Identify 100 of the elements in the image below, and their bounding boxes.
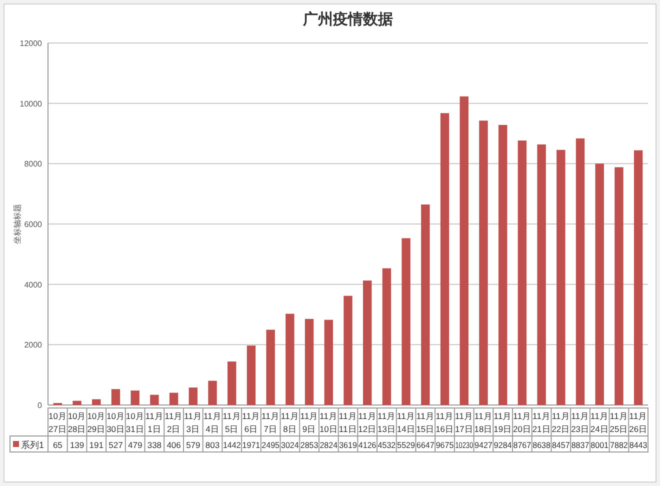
data-label: 1971: [242, 440, 262, 450]
bar: [72, 400, 82, 405]
x-tick-label: 11月5日: [222, 411, 242, 434]
data-label: 527: [108, 440, 124, 450]
x-tick-label: 11月18日: [474, 411, 493, 434]
data-label: 8001: [590, 440, 610, 450]
bar: [498, 124, 508, 405]
chart-title: 广州疫情数据: [302, 10, 393, 28]
bar: [556, 150, 566, 405]
x-tick-label: 11月17日: [454, 411, 474, 434]
data-label: 8443: [629, 440, 648, 450]
data-label: 4532: [378, 440, 397, 450]
y-tick-label: 2000: [24, 340, 43, 350]
y-tick-label: 4000: [24, 280, 43, 290]
data-label: 1442: [222, 440, 242, 450]
data-label: 406: [166, 440, 182, 450]
data-label: 803: [205, 440, 220, 450]
y-tick-label: 12000: [20, 39, 43, 48]
bar: [479, 120, 488, 405]
bar: [518, 140, 527, 405]
x-tick-label: 11月26日: [629, 411, 648, 434]
x-tick-label: 11月25日: [610, 411, 628, 434]
data-label: 2495: [262, 440, 281, 450]
data-label: 4126: [358, 440, 378, 450]
y-tick-label: 6000: [24, 220, 43, 229]
x-tick-label: 11月21日: [532, 411, 551, 434]
x-tick-label: 11月24日: [590, 411, 609, 434]
x-tick-label: 11月23日: [571, 411, 590, 434]
bar: [634, 150, 643, 405]
legend-label: 系列1: [21, 440, 44, 450]
x-tick-label: 11月6日: [242, 411, 260, 434]
data-label: 8767: [513, 440, 532, 450]
data-label: 9675: [436, 440, 455, 450]
x-tick-label: 10月31日: [126, 411, 144, 434]
data-label: 9284: [494, 440, 513, 450]
x-tick-label: 11月13日: [378, 411, 396, 434]
y-tick-label: 10000: [20, 99, 43, 108]
data-label: 139: [70, 440, 84, 450]
x-tick-label: 11月22日: [552, 411, 570, 434]
bar: [363, 280, 372, 405]
x-tick-label: 11月15日: [416, 411, 435, 434]
data-label: 191: [89, 440, 104, 450]
data-label: 3024: [281, 440, 300, 450]
y-axis-title: 坐标轴标题: [13, 204, 22, 244]
y-tick-label: 0: [38, 401, 43, 410]
y-tick-label: 8000: [24, 160, 43, 169]
x-tick-label: 11月8日: [280, 411, 300, 434]
x-tick-label: 10月30日: [106, 411, 126, 434]
data-label: 479: [128, 440, 142, 450]
x-tick-label: 11月1日: [145, 411, 164, 434]
bar: [595, 164, 604, 405]
x-tick-label: 11月14日: [396, 411, 416, 434]
bar: [246, 346, 256, 405]
x-tick-label: 11月9日: [300, 411, 318, 434]
x-tick-label: 11月2日: [164, 411, 183, 434]
data-label: 2853: [300, 440, 320, 450]
bar: [266, 330, 275, 405]
bar: [188, 388, 198, 405]
data-label: 3619: [339, 440, 358, 450]
data-label: 7882: [610, 440, 629, 450]
data-label: 8638: [532, 440, 552, 450]
x-tick-label: 11月16日: [436, 411, 454, 434]
data-label: 579: [186, 440, 201, 450]
bar: [382, 268, 392, 405]
x-tick-label: 10月29日: [87, 411, 106, 434]
x-tick-label: 11月10日: [319, 411, 338, 434]
x-tick-label: 11月4日: [203, 411, 222, 434]
data-label: 8837: [571, 440, 590, 450]
bar: [460, 96, 468, 405]
bar: [92, 399, 101, 405]
bar: [208, 380, 217, 405]
x-tick-label: 11月3日: [184, 411, 202, 434]
data-label: 8457: [552, 440, 571, 450]
bar: [304, 318, 314, 405]
x-tick-label: 11月12日: [358, 411, 377, 434]
bar: [402, 238, 410, 405]
x-tick-label: 11月20日: [513, 411, 532, 434]
bar: [614, 167, 624, 405]
x-tick-label: 11月19日: [494, 411, 512, 434]
bar: [421, 204, 430, 405]
bar: [150, 394, 159, 405]
bar: [344, 296, 352, 405]
x-tick-label: 10月27日: [48, 411, 67, 434]
data-label: 338: [147, 440, 162, 450]
bar: [130, 390, 140, 405]
bar: [324, 320, 333, 405]
bar: [286, 314, 294, 405]
data-label: 9427: [474, 440, 494, 450]
data-label: 65: [52, 440, 63, 450]
bar: [111, 389, 120, 405]
data-label: 5529: [397, 440, 416, 450]
bar: [169, 392, 178, 405]
bar: [228, 362, 236, 405]
data-label: 6647: [416, 440, 436, 450]
bar: [440, 113, 450, 405]
data-label: 2824: [320, 440, 339, 450]
x-tick-label: 11月11日: [338, 411, 358, 434]
x-tick-label: 11月7日: [261, 411, 280, 434]
bar: [537, 144, 546, 405]
bar: [576, 138, 585, 405]
